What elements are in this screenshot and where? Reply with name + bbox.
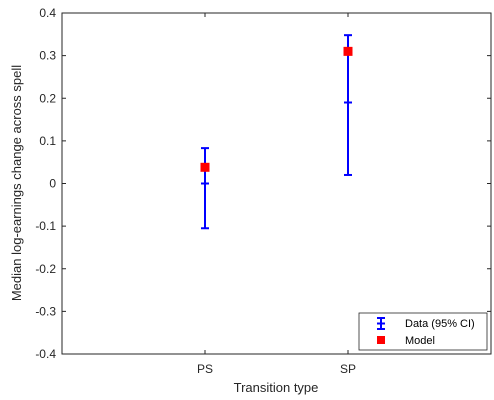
legend-errorbar-icon	[377, 317, 385, 330]
x-axis: PS SP	[197, 13, 356, 376]
chart-marks	[200, 34, 353, 230]
x-axis-title: Transition type	[234, 380, 319, 395]
y-tick-label: -0.1	[35, 219, 56, 233]
errorbar	[201, 147, 209, 230]
legend-label-data: Data (95% CI)	[405, 318, 475, 330]
errorbar	[344, 34, 352, 176]
model-marker	[343, 46, 353, 56]
plot-area	[61, 12, 492, 355]
y-tick-label: 0.4	[39, 6, 56, 20]
y-tick-label: 0.3	[39, 49, 56, 63]
legend: Data (95% CI) Model	[358, 312, 488, 351]
y-tick-label: -0.3	[35, 304, 56, 318]
legend-label-model: Model	[405, 335, 435, 347]
x-tick-label: SP	[340, 362, 356, 376]
y-tick-label: -0.4	[35, 347, 56, 361]
model-marker	[200, 162, 210, 172]
y-tick-label: 0	[49, 177, 56, 191]
y-tick-label: 0.2	[39, 91, 56, 105]
x-tick-label: PS	[197, 362, 213, 376]
y-tick-label: -0.2	[35, 262, 56, 276]
y-axis: -0.4 -0.3 -0.2 -0.1 0 0.1 0.2 0.3 0.4	[35, 6, 491, 361]
legend-model-marker-icon	[377, 336, 385, 344]
y-axis-title: Median log-earnings change across spell	[9, 65, 24, 301]
y-tick-label: 0.1	[39, 134, 56, 148]
